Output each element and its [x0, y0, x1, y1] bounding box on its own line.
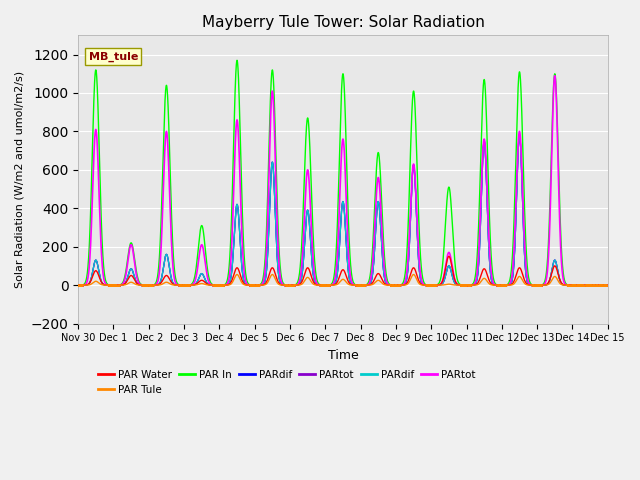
- Y-axis label: Solar Radiation (W/m2 and umol/m2/s): Solar Radiation (W/m2 and umol/m2/s): [15, 71, 25, 288]
- X-axis label: Time: Time: [328, 349, 358, 362]
- Title: Mayberry Tule Tower: Solar Radiation: Mayberry Tule Tower: Solar Radiation: [202, 15, 484, 30]
- Legend: PAR Water, PAR Tule, PAR In, PARdif, PARtot, PARdif, PARtot: PAR Water, PAR Tule, PAR In, PARdif, PAR…: [94, 365, 480, 399]
- Text: MB_tule: MB_tule: [89, 52, 138, 62]
